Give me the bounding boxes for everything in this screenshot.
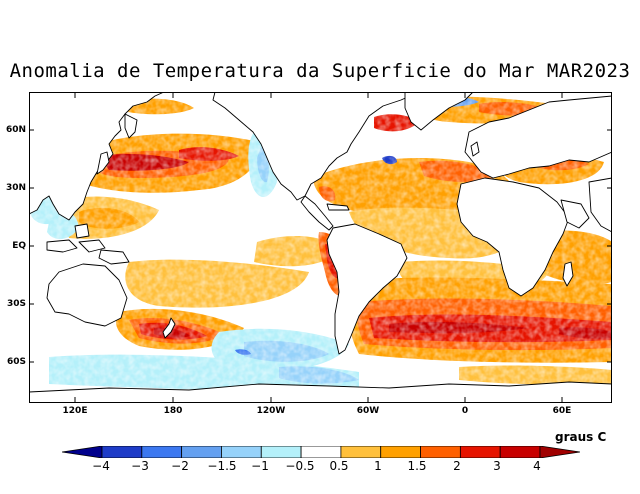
colorbar-label: 0.5 [329, 459, 349, 473]
south-america [326, 223, 408, 355]
colorbar-bin [62, 446, 103, 458]
colorbar-bin [101, 446, 143, 458]
great-britain [470, 141, 480, 157]
colorbar-label: −3 [131, 459, 149, 473]
colorbar-label: −4 [92, 459, 110, 473]
europe [464, 95, 612, 179]
lon-label-180: 180 [163, 406, 183, 416]
colorbar-label: 1.5 [407, 459, 427, 473]
lon-label-120e: 120E [62, 406, 88, 416]
africa [456, 177, 570, 297]
lat-label-60n: 60N [5, 125, 26, 135]
colorbar-bin [499, 446, 541, 458]
lon-label-60w: 60W [356, 406, 380, 416]
colorbar-label: −2 [171, 459, 189, 473]
colorbar-label: 3 [493, 459, 501, 473]
colorbar-bin [181, 446, 222, 458]
colorbar-bin [141, 446, 183, 458]
colorbar-bin [221, 446, 262, 458]
new-guinea [98, 249, 130, 265]
central-america [300, 195, 334, 231]
colorbar-label: −1 [251, 459, 269, 473]
india-asia-east [588, 177, 612, 233]
colorbar-bin [380, 446, 421, 458]
caribbean [326, 203, 350, 211]
colorbar-bin [459, 446, 501, 458]
new-zealand [162, 317, 176, 339]
colorbar-label: 2 [453, 459, 461, 473]
lon-label-0: 0 [461, 406, 469, 416]
coastlines [29, 92, 612, 403]
lat-label-30n: 30N [5, 183, 26, 193]
sst-anomaly-map [29, 92, 612, 403]
greenland [404, 92, 474, 131]
lat-label-eq: EQ [12, 241, 26, 251]
madagascar [562, 261, 574, 287]
north-america [212, 92, 420, 201]
lon-label-120w: 120W [256, 406, 286, 416]
colorbar [62, 446, 580, 458]
colorbar-bin [260, 446, 302, 458]
colorbar-bin [300, 446, 342, 458]
colorbar-bin [420, 446, 461, 458]
lon-label-60e: 60E [552, 406, 572, 416]
indonesia [46, 223, 106, 253]
lat-label-60s: 60S [6, 357, 26, 367]
colorbar-label: 4 [533, 459, 541, 473]
colorbar-label: 1 [374, 459, 382, 473]
japan [96, 151, 110, 175]
australia [46, 263, 128, 327]
map-title: Anomalia de Temperatura da Superficie do… [9, 60, 631, 82]
lat-label-30s: 30S [6, 299, 26, 309]
kamchatka [124, 113, 138, 139]
colorbar-label: −1.5 [207, 459, 237, 473]
colorbar-bin [539, 446, 580, 458]
colorbar-label: −0.5 [285, 459, 315, 473]
antarctica [29, 381, 612, 403]
arabia [560, 199, 590, 229]
map-frame [29, 92, 612, 403]
colorbar-units: graus C [555, 430, 607, 444]
colorbar-bin [340, 446, 382, 458]
